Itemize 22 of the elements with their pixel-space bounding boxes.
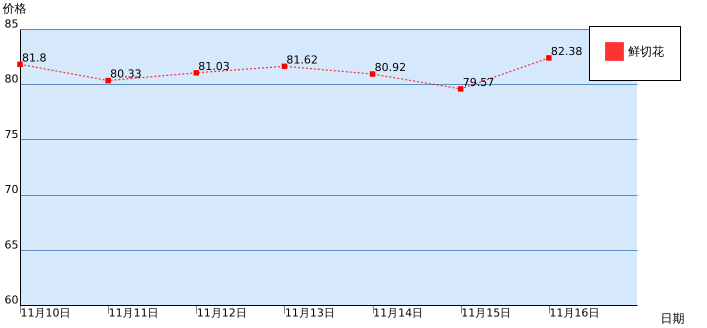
y-tick-label: 80	[4, 72, 18, 86]
data-label: 82.38	[550, 44, 582, 58]
x-tick-label: 11月10日	[20, 306, 70, 320]
legend-label: 鲜切花	[628, 44, 664, 58]
y-tick-label: 60	[4, 294, 18, 306]
x-tick-label: 11月14日	[373, 306, 424, 320]
data-label: 80.33	[110, 68, 142, 81]
y-tick-label: 70	[4, 183, 18, 196]
x-tick-label: 11月16日	[549, 306, 600, 320]
x-tick-label: 11月12日	[196, 306, 247, 320]
x-tick-label: 11月15日	[461, 306, 512, 320]
y-tick-label: 75	[4, 128, 18, 141]
y-tick-label: 85	[4, 18, 18, 30]
data-label: 80.92	[374, 61, 406, 74]
data-label: 81.03	[198, 60, 230, 73]
data-label: 81.8	[22, 51, 46, 64]
y-tick-label: 65	[4, 238, 18, 252]
x-tick-label: 11月11日	[108, 306, 159, 320]
x-tick-label: 11月13日	[284, 306, 335, 320]
y-axis-title: 价格	[2, 2, 26, 16]
x-axis-title: 日期	[660, 312, 684, 326]
data-label: 81.62	[286, 53, 318, 66]
